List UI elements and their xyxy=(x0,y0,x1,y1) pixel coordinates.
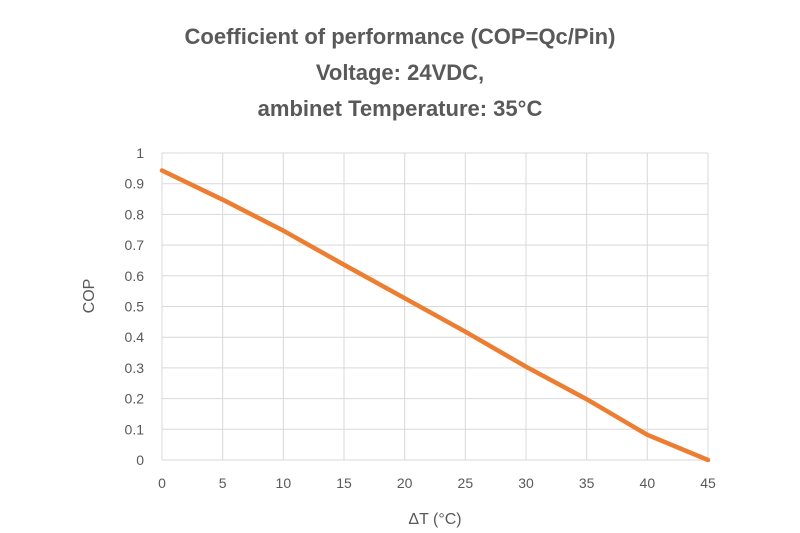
x-tick-label: 0 xyxy=(158,475,166,491)
y-tick-label: 0.9 xyxy=(125,176,145,192)
y-tick-label: 1 xyxy=(136,145,144,161)
y-tick-label: 0.6 xyxy=(125,268,145,284)
y-tick-label: 0.2 xyxy=(125,391,145,407)
x-tick-label: 5 xyxy=(219,475,227,491)
x-tick-label: 35 xyxy=(579,475,595,491)
y-axis-label: COP xyxy=(81,279,98,314)
chart-title-line-3: ambinet Temperature: 35°C xyxy=(257,96,543,121)
chart-title-line-2: Voltage: 24VDC, xyxy=(315,60,485,85)
y-tick-label: 0.7 xyxy=(125,237,145,253)
y-tick-label: 0.8 xyxy=(125,206,145,222)
x-tick-label: 10 xyxy=(276,475,292,491)
chart-title-line-1: Coefficient of performance (COP=Qc/Pin) xyxy=(184,24,616,49)
x-tick-label: 15 xyxy=(336,475,352,491)
series-line-cop xyxy=(159,168,711,463)
x-tick-label: 45 xyxy=(700,475,716,491)
x-tick-label: 30 xyxy=(518,475,534,491)
x-tick-label: 25 xyxy=(458,475,474,491)
x-axis-label: ΔT (°C) xyxy=(408,511,461,528)
y-tick-label: 0 xyxy=(136,452,144,468)
y-tick-label: 0.3 xyxy=(125,360,145,376)
x-tick-label: 40 xyxy=(640,475,656,491)
x-tick-label: 20 xyxy=(397,475,413,491)
y-tick-label: 0.1 xyxy=(125,421,145,437)
y-tick-label: 0.4 xyxy=(125,329,145,345)
y-tick-label: 0.5 xyxy=(125,299,145,315)
